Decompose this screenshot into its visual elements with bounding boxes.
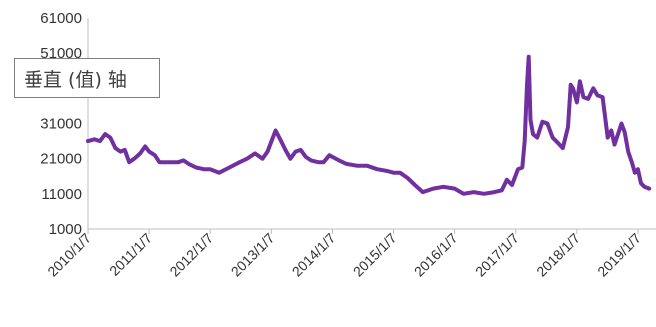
y-tick-label: 1000 [49,221,82,238]
y-tick-label: 11000 [41,186,82,203]
axis-tooltip: 垂直 (值) 轴 [14,58,160,98]
y-tick-label: 31000 [40,116,82,133]
x-tick-label: 2013/1/7 [228,230,278,280]
y-tick-label: 61000 [40,10,82,27]
x-tick-label: 2014/1/7 [289,230,339,280]
y-tick-label: 51000 [40,45,82,62]
x-tick-label: 2017/1/7 [472,230,522,280]
x-tick-label: 2012/1/7 [166,230,216,280]
x-tick-labels: 2010/1/7 2011/1/7 2012/1/7 2013/1/7 2014/1/7… [44,229,644,280]
series-line [86,54,652,196]
x-tick-label: 2018/1/7 [533,230,583,280]
x-tick-label: 2015/1/7 [350,230,400,280]
tooltip-text: 垂直 (值) 轴 [24,68,127,91]
series-group [86,54,652,196]
y-tick-label: 21000 [40,151,82,168]
x-tick-label: 2016/1/7 [411,230,461,280]
x-tick-label: 2019/1/7 [594,230,644,280]
y-tick-labels: 6100051000410003100021000110001000 [40,10,82,238]
x-tick-label: 2011/1/7 [106,230,155,279]
